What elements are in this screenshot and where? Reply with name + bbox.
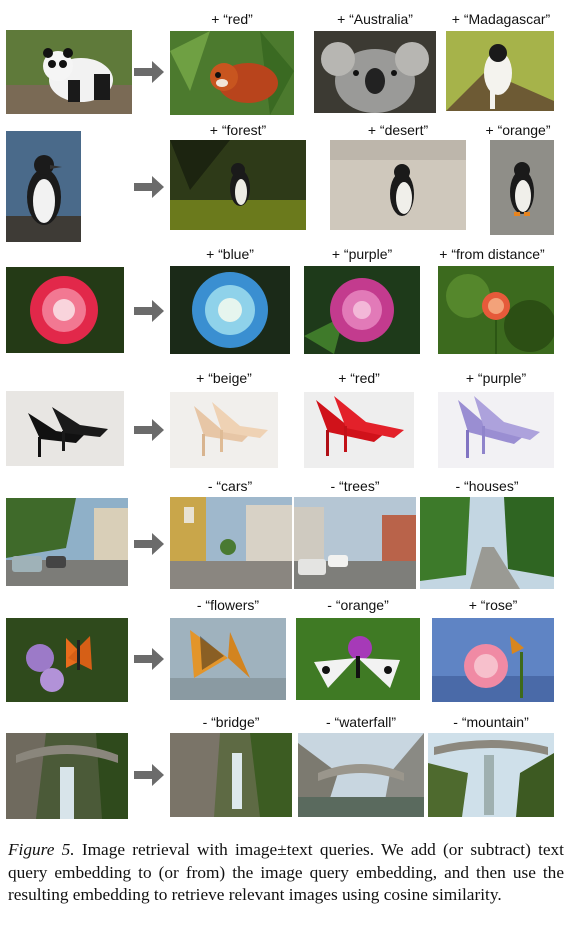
result-image	[428, 733, 554, 817]
result-label: + “beige”	[196, 370, 252, 386]
result-image	[330, 140, 466, 230]
caption-text: Image retrieval with image±text queries.…	[8, 840, 564, 904]
result-image	[170, 31, 294, 115]
result-image	[294, 497, 416, 589]
query-image	[6, 30, 132, 114]
query-image	[6, 391, 124, 466]
result-image	[314, 31, 436, 113]
result-image	[170, 497, 292, 589]
figure-caption: Figure 5. Image retrieval with image±tex…	[8, 839, 564, 907]
result-label: + “red”	[211, 11, 253, 27]
result-label: - “mountain”	[453, 714, 529, 730]
result-label: + “blue”	[206, 246, 254, 262]
result-image	[490, 140, 554, 235]
query-image	[6, 267, 124, 353]
result-label: + “red”	[338, 370, 380, 386]
result-image	[420, 497, 554, 589]
query-image	[6, 498, 128, 586]
result-label: - “bridge”	[202, 714, 260, 730]
result-image	[296, 618, 420, 700]
arrow-icon	[134, 533, 164, 555]
result-label: + “from distance”	[439, 246, 545, 262]
result-label: - “flowers”	[196, 597, 260, 613]
result-label: + “Australia”	[337, 11, 413, 27]
result-label: - “orange”	[327, 597, 389, 613]
arrow-icon	[134, 764, 164, 786]
result-label: - “trees”	[330, 478, 380, 494]
query-image	[6, 618, 128, 702]
result-label: + “desert”	[367, 122, 429, 138]
result-image	[432, 618, 554, 702]
result-image	[298, 733, 424, 817]
result-label: + “orange”	[485, 122, 551, 138]
result-label: - “cars”	[207, 478, 253, 494]
result-image	[170, 140, 306, 230]
result-label: + “Madagascar”	[451, 11, 551, 27]
result-image	[438, 266, 554, 354]
result-image	[170, 392, 278, 468]
result-label: - “houses”	[455, 478, 519, 494]
result-image	[170, 733, 292, 817]
query-image	[6, 733, 128, 819]
arrow-icon	[134, 648, 164, 670]
result-image	[170, 618, 286, 700]
result-label: + “forest”	[209, 122, 267, 138]
result-image	[438, 392, 554, 468]
result-label: + “rose”	[468, 597, 518, 613]
result-image	[304, 392, 414, 468]
result-image	[446, 31, 554, 111]
arrow-icon	[134, 300, 164, 322]
result-image	[304, 266, 420, 354]
query-image	[6, 131, 81, 242]
result-label: - “waterfall”	[325, 714, 396, 730]
arrow-icon	[134, 61, 164, 83]
arrow-icon	[134, 419, 164, 441]
figure-label: Figure 5.	[8, 840, 75, 859]
arrow-icon	[134, 176, 164, 198]
result-image	[170, 266, 290, 354]
result-label: + “purple”	[465, 370, 527, 386]
result-label: + “purple”	[331, 246, 393, 262]
